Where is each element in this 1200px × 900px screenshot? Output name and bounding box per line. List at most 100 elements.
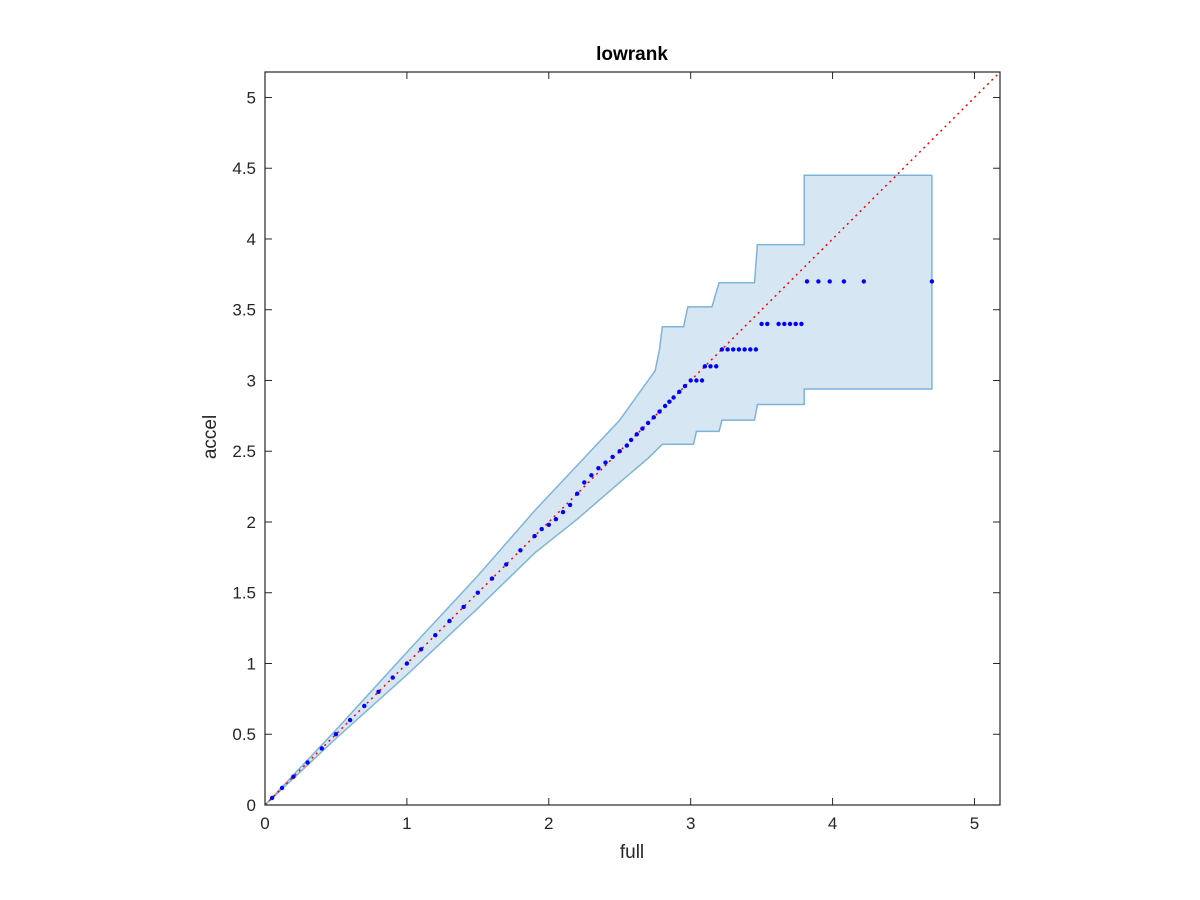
data-point [475,590,480,595]
data-point [827,279,832,284]
x-tick-label: 5 [970,814,979,833]
y-tick-label: 4.5 [232,159,256,178]
data-point [725,347,730,352]
y-tick-label: 2.5 [232,442,256,461]
data-point [603,460,608,465]
data-point [532,533,537,539]
data-point [651,415,656,420]
data-point [708,364,713,369]
data-point [662,403,668,409]
data-point [861,279,866,284]
data-point [333,732,339,737]
data-point [702,364,708,369]
data-point [553,517,559,522]
data-point [376,689,381,694]
data-point [736,347,742,352]
data-point [539,526,544,532]
y-tick-label: 1.5 [232,584,256,603]
data-point [433,633,438,638]
y-tick-label: 0 [247,796,256,815]
data-point [589,473,594,478]
data-point [269,795,275,801]
chart-title: lowrank [596,44,668,65]
data-point [447,618,452,624]
data-point [688,378,693,383]
data-point [759,321,764,327]
data-point [628,437,634,443]
data-point [694,378,699,383]
plot-area [264,71,1001,806]
data-point [291,774,296,779]
y-axis: 0 0.5 1 1.5 2 2.5 3 3.5 4 4.5 5 [232,88,1000,815]
data-points [269,279,935,801]
data-point [617,449,622,454]
data-point [742,347,747,352]
x-axis-label: full [620,842,644,863]
data-point [461,604,466,610]
data-point [560,509,566,515]
y-tick-label: 5 [247,88,256,107]
data-point [731,347,736,352]
data-point [624,443,629,448]
y-tick-label: 4 [247,230,256,249]
data-point [677,389,682,394]
data-point [793,321,798,327]
data-point [657,409,662,414]
y-tick-label: 1 [247,654,256,673]
data-point [841,279,847,284]
x-tick-label: 0 [260,814,269,833]
y-tick-label: 3 [247,371,256,390]
y-tick-label: 0.5 [232,725,256,744]
data-point [596,466,601,471]
data-point [765,321,770,327]
data-point [279,785,285,791]
data-point [518,548,523,553]
data-point [682,383,688,389]
confidence-band-fill [265,175,932,806]
data-point [418,647,424,652]
data-point [816,279,821,284]
confidence-band-lower-edge [264,175,933,806]
data-point [748,347,753,352]
data-point [347,717,353,723]
data-point [776,321,781,327]
y-axis-label: accel [200,415,221,459]
data-point [787,321,793,327]
data-point [362,703,367,709]
axes-box [264,71,1001,806]
data-point [804,279,810,284]
data-point [640,426,645,431]
x-tick-label: 2 [544,814,553,833]
confidence-band-upper-edge [264,174,932,806]
data-point [753,347,759,352]
data-point [699,378,705,383]
data-point [575,491,580,496]
data-point [929,279,935,284]
data-point [546,522,551,527]
x-tick-label: 1 [402,814,411,833]
data-point [305,760,310,765]
data-point [799,321,804,327]
x-tick-label: 3 [686,814,695,833]
data-point [504,562,509,567]
data-point [782,321,787,327]
reference-diagonal-line [264,71,1001,806]
y-tick-label: 3.5 [232,301,256,320]
data-point [319,746,324,751]
data-point [404,661,410,666]
data-point [489,576,495,581]
data-point [671,395,676,400]
data-point [634,432,639,437]
data-point [610,454,615,460]
data-point [645,420,651,426]
data-point [667,399,672,404]
data-point [582,480,587,485]
x-tick-label: 4 [828,814,837,833]
y-tick-label: 2 [247,513,256,532]
x-axis: 0 1 2 3 4 5 [260,72,979,833]
data-point [714,364,719,369]
data-point [567,502,573,508]
data-point [390,675,395,680]
data-point [719,347,725,352]
